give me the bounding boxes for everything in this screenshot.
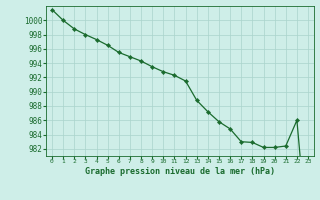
X-axis label: Graphe pression niveau de la mer (hPa): Graphe pression niveau de la mer (hPa) [85,167,275,176]
